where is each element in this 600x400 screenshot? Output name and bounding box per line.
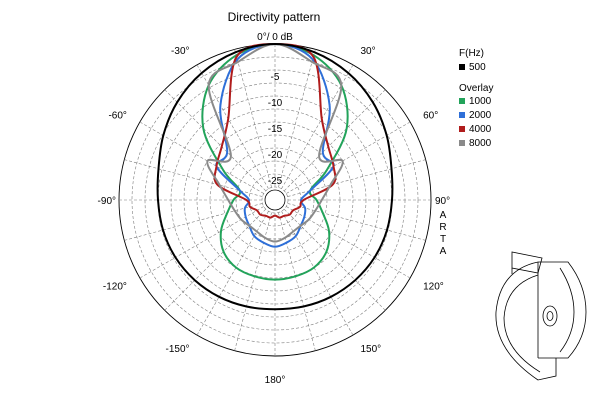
radial-tick-label: -25 bbox=[268, 176, 283, 187]
legend-label-500: 500 bbox=[469, 62, 486, 73]
grid-spoke bbox=[196, 211, 269, 336]
arta-letter: R bbox=[439, 222, 446, 233]
legend-swatch-500 bbox=[459, 64, 465, 70]
grid-spoke bbox=[234, 212, 272, 351]
grid-ring bbox=[222, 147, 328, 253]
chart-title: Directivity pattern bbox=[228, 10, 321, 24]
angle-tick-label: 180° bbox=[265, 375, 286, 386]
angle-tick-label: -60° bbox=[108, 111, 126, 122]
pattern-traces bbox=[156, 43, 394, 311]
legend-title: F(Hz) bbox=[459, 48, 484, 59]
grid-spoke bbox=[286, 121, 411, 194]
radial-tick-label: -15 bbox=[268, 124, 283, 135]
legend-swatch-4000 bbox=[459, 126, 465, 132]
legend-swatch-2000 bbox=[459, 112, 465, 118]
angle-tick-label: 120° bbox=[423, 282, 444, 293]
grid-spoke bbox=[139, 121, 264, 194]
grid-spoke bbox=[124, 203, 263, 241]
angle-tick-label: -30° bbox=[171, 46, 189, 57]
axis-labels: 0°/ 0 dB -5 -10 -15 -20 -25 -30° 30° -60° 60° -90… bbox=[98, 32, 451, 386]
grid-spoke bbox=[283, 208, 386, 311]
overlay-title: Overlay bbox=[459, 83, 493, 94]
angle-tick-label: -120° bbox=[103, 282, 127, 293]
trace-4000 bbox=[213, 43, 337, 219]
legend-label-2000: 2000 bbox=[469, 110, 492, 121]
legend-label-1000: 1000 bbox=[469, 96, 492, 107]
grid-spoke bbox=[278, 49, 316, 188]
legend-swatch-1000 bbox=[459, 98, 465, 104]
grid-spoke bbox=[286, 206, 411, 279]
grid-spoke bbox=[164, 89, 267, 192]
trace-500 bbox=[156, 43, 394, 311]
grid-spoke bbox=[281, 64, 354, 189]
angle-tick-label: -90° bbox=[98, 196, 116, 207]
radial-tick-label: -20 bbox=[268, 150, 283, 161]
radial-tick-label: -5 bbox=[271, 72, 280, 83]
radial-tick-label: -10 bbox=[268, 98, 283, 109]
grid-spoke bbox=[287, 203, 426, 241]
trace-1000 bbox=[201, 43, 349, 281]
grid-spoke bbox=[281, 211, 354, 336]
legend-swatch-8000 bbox=[459, 140, 465, 146]
center-disc bbox=[264, 189, 286, 211]
trace-8000 bbox=[206, 43, 344, 243]
grid-spoke bbox=[139, 206, 264, 279]
arta-letter: T bbox=[440, 234, 446, 245]
top-label: 0°/ 0 dB bbox=[257, 32, 293, 43]
legend-label-4000: 4000 bbox=[469, 124, 492, 135]
arta-letter: A bbox=[440, 246, 447, 257]
angle-tick-label: 30° bbox=[361, 46, 376, 57]
arta-letter: A bbox=[440, 210, 447, 221]
grid-spoke bbox=[234, 49, 272, 188]
legend: F(Hz) Overlay 500 1000 2000 4000 8000 bbox=[459, 48, 493, 149]
grid-spoke bbox=[283, 89, 386, 192]
angle-tick-label: 150° bbox=[361, 344, 382, 355]
angle-tick-label: 90° bbox=[435, 196, 450, 207]
grid-spoke bbox=[278, 212, 316, 351]
grid-spoke bbox=[164, 208, 267, 311]
angle-tick-label: 60° bbox=[423, 111, 438, 122]
angle-tick-label: -150° bbox=[165, 344, 189, 355]
grid-spoke bbox=[124, 159, 263, 197]
legend-label-8000: 8000 bbox=[469, 138, 492, 149]
speaker-illustration bbox=[495, 251, 587, 381]
grid-spoke bbox=[287, 159, 426, 197]
polar-grid bbox=[118, 43, 432, 357]
grid-spoke bbox=[196, 64, 269, 189]
